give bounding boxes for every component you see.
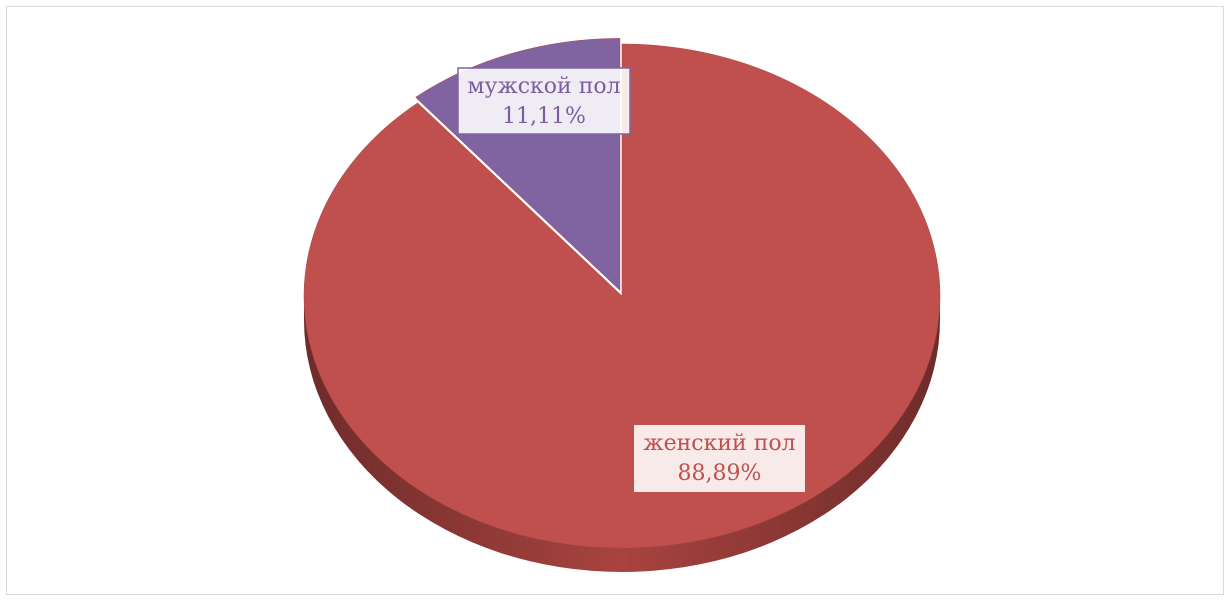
data-label-box bbox=[457, 67, 631, 135]
data-label-box bbox=[634, 425, 805, 492]
data-label-category: мужской пол bbox=[467, 74, 620, 99]
pie-slice bbox=[303, 43, 941, 549]
data-label-value: 11,11% bbox=[502, 104, 586, 129]
data-label-value: 88,89% bbox=[678, 461, 762, 486]
data-label-category: женский пол bbox=[643, 431, 795, 456]
